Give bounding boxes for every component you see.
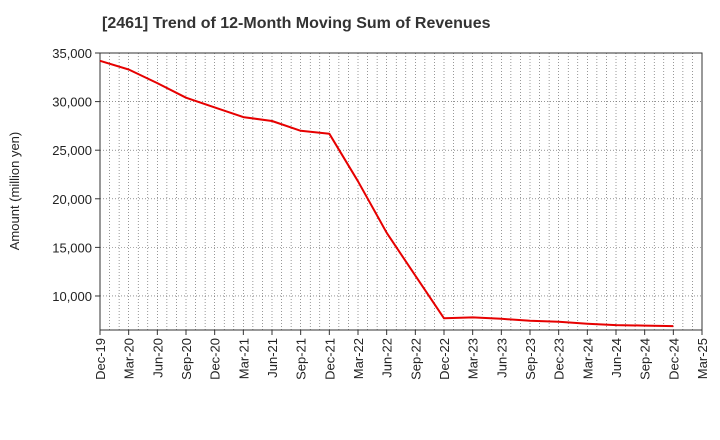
x-tick-label: Mar-21 bbox=[236, 338, 251, 379]
x-tick-label: Mar-24 bbox=[580, 338, 595, 379]
y-tick-label: 15,000 bbox=[52, 240, 92, 255]
y-tick-label: 30,000 bbox=[52, 95, 92, 110]
x-tick-label: Jun-22 bbox=[380, 338, 395, 378]
series-line bbox=[99, 59, 674, 328]
x-tick-label: Dec-22 bbox=[437, 338, 452, 380]
grid-lines bbox=[100, 52, 702, 330]
x-tick-label: Dec-23 bbox=[552, 338, 567, 380]
y-tick-label: 10,000 bbox=[52, 289, 92, 304]
x-tick-label: Mar-22 bbox=[351, 338, 366, 379]
x-tick-label: Sep-23 bbox=[523, 338, 538, 380]
y-tick-label: 35,000 bbox=[52, 46, 92, 61]
x-tick-label: Jun-20 bbox=[150, 338, 165, 378]
y-axis-label: Amount (million yen) bbox=[7, 132, 22, 251]
x-tick-label: Sep-22 bbox=[408, 338, 423, 380]
x-tick-label: Jun-24 bbox=[609, 338, 624, 378]
x-tick-label: Dec-21 bbox=[322, 338, 337, 380]
x-tick-label: Dec-19 bbox=[93, 338, 108, 380]
plot-frame bbox=[99, 52, 703, 331]
x-tick-label: Jun-21 bbox=[265, 338, 280, 378]
x-tick-label: Dec-24 bbox=[666, 338, 681, 380]
x-tick-label: Mar-20 bbox=[122, 338, 137, 379]
x-tick-label: Sep-20 bbox=[179, 338, 194, 380]
y-tick-label: 20,000 bbox=[52, 192, 92, 207]
x-tick-label: Jun-23 bbox=[494, 338, 509, 378]
series bbox=[99, 59, 674, 328]
x-tick-label: Sep-21 bbox=[294, 338, 309, 380]
x-tick-label: Dec-20 bbox=[208, 338, 223, 380]
x-axis: Dec-19 Mar-20 Jun-20 Sep-20 Dec-20 Mar-21 Jun-… bbox=[93, 330, 710, 380]
y-axis: 10,000 15,000 20,000 25,000 30,000 35,000 bbox=[52, 46, 100, 304]
x-tick-label: Mar-23 bbox=[466, 338, 481, 379]
y-tick-label: 25,000 bbox=[52, 143, 92, 158]
x-tick-label: Mar-25 bbox=[695, 338, 710, 379]
chart-title: [2461] Trend of 12-Month Moving Sum of R… bbox=[102, 15, 491, 32]
x-tick-label: Sep-24 bbox=[638, 338, 653, 380]
